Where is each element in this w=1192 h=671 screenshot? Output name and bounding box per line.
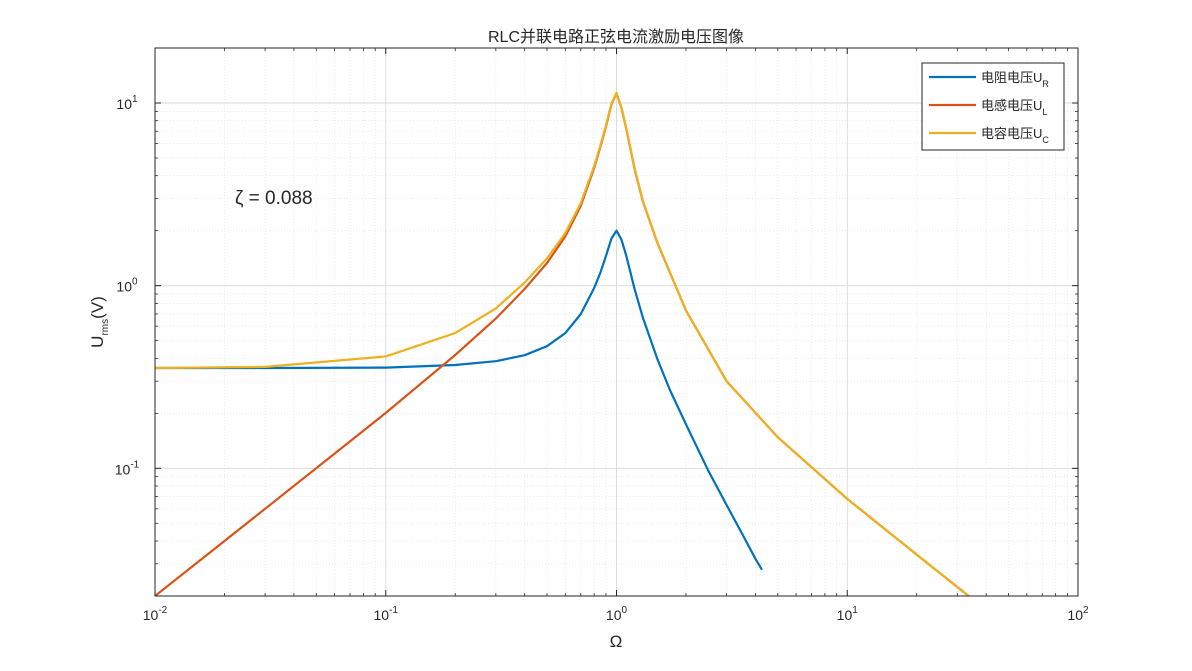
y-tick-label: 10-1 [115, 459, 140, 477]
legend[interactable]: 电阻电压UR 电感电压UL 电容电压UC [921, 62, 1065, 151]
x-tick-label: 10-2 [143, 605, 168, 623]
legend-label-r: 电阻电压UR [981, 70, 1049, 89]
y-axis-label: Urms(V) [88, 296, 111, 348]
series-line-r [155, 229, 763, 571]
y-tick-label: 100 [116, 277, 138, 295]
x-tick-label: 10-1 [374, 605, 399, 623]
y-tick-label: 101 [116, 94, 138, 112]
zeta-annotation: ζ = 0.088 [235, 188, 313, 209]
x-tick-label: 100 [606, 605, 628, 623]
y-tick-labels: 10-1 100 101 [115, 94, 140, 477]
minor-grid [155, 48, 1078, 596]
x-tick-labels: 10-2 10-1 100 101 102 [143, 605, 1089, 623]
legend-label-l: 电感电压UL [981, 98, 1047, 117]
x-tick-label: 101 [837, 605, 859, 623]
chart-title: RLC并联电路正弦电流激励电压图像 [488, 28, 744, 46]
x-axis-label: Ω [610, 632, 623, 651]
series-line-c [155, 91, 971, 596]
x-tick-label: 102 [1067, 605, 1089, 623]
y-axis-label-main: U [88, 336, 107, 348]
tick-marks [154, 48, 1079, 596]
y-axis-label-tail: (V) [88, 296, 107, 319]
legend-label-c: 电容电压UC [981, 126, 1049, 145]
series-layer [155, 91, 971, 596]
y-axis-label-sub: rms [100, 319, 111, 336]
legend-items: 电阻电压UR 电感电压UL 电容电压UC [929, 70, 1049, 145]
